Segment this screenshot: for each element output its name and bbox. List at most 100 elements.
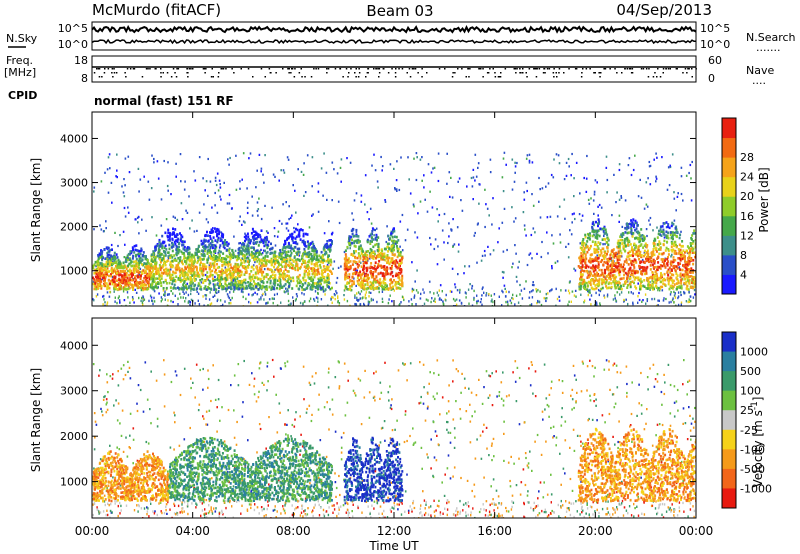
echo-sample <box>614 294 616 297</box>
echo-sample <box>248 157 250 160</box>
echo-sample <box>97 257 100 261</box>
echo-sample <box>165 218 168 221</box>
echo-sample <box>490 300 492 303</box>
echo-sample <box>374 243 377 247</box>
echo-sample <box>303 247 306 251</box>
echo-sample <box>348 239 351 243</box>
echo-sample <box>127 284 130 287</box>
echo-sample <box>278 272 281 275</box>
echo-sample <box>295 227 297 231</box>
echo-sample <box>123 276 126 279</box>
echo-sample <box>214 270 216 274</box>
echo-sample <box>186 211 189 214</box>
frequency-sample <box>365 76 367 78</box>
echo-sample <box>140 249 143 252</box>
echo-sample <box>257 208 260 211</box>
echo-sample <box>180 279 183 282</box>
echo-sample <box>649 164 652 167</box>
echo-sample <box>133 251 136 254</box>
echo-sample <box>188 256 191 259</box>
echo-sample <box>284 255 287 258</box>
echo-sample <box>153 300 156 303</box>
echo-sample <box>663 236 666 239</box>
echo-sample <box>485 292 488 295</box>
echo-sample <box>217 228 220 231</box>
echo-sample <box>284 242 287 246</box>
frequency-sample <box>187 76 189 78</box>
echo-sample <box>94 268 97 272</box>
echo-sample <box>346 157 348 160</box>
echo-sample <box>505 290 507 293</box>
echo-sample <box>289 266 291 269</box>
frequency-sample <box>394 76 397 78</box>
echo-sample <box>573 177 575 180</box>
echo-sample <box>261 239 264 242</box>
echo-sample <box>265 252 268 255</box>
echo-sample <box>211 240 214 244</box>
echo-sample <box>226 287 229 291</box>
echo-sample <box>353 250 355 253</box>
echo-sample <box>335 290 337 293</box>
echo-sample <box>392 241 395 244</box>
echo-sample <box>113 290 115 293</box>
echo-sample <box>119 301 121 304</box>
echo-sample <box>393 254 396 257</box>
echo-sample <box>632 302 634 306</box>
echo-sample <box>367 273 369 277</box>
echo-sample <box>244 247 247 251</box>
echo-sample <box>252 237 255 240</box>
echo-sample <box>475 175 478 178</box>
echo-sample <box>150 187 153 190</box>
echo-sample <box>353 234 356 238</box>
echo-sample <box>365 272 368 276</box>
echo-sample <box>241 178 243 181</box>
frequency-sample <box>387 72 390 74</box>
echo-sample <box>104 301 106 304</box>
echo-sample <box>672 248 675 251</box>
echo-sample <box>254 276 256 279</box>
echo-sample <box>113 282 116 285</box>
echo-sample <box>611 214 613 217</box>
echo-sample <box>529 304 531 306</box>
echo-sample <box>177 265 180 269</box>
echo-sample <box>351 232 354 236</box>
echo-sample <box>254 230 257 234</box>
echo-sample <box>661 289 664 292</box>
echo-sample <box>692 262 695 266</box>
echo-sample <box>150 253 153 256</box>
echo-sample <box>289 216 292 219</box>
echo-sample <box>516 280 518 283</box>
echo-sample <box>553 158 555 161</box>
echo-sample <box>331 240 333 243</box>
echo-sample <box>477 222 479 225</box>
echo-sample <box>232 269 235 272</box>
echo-sample <box>97 286 100 290</box>
echo-sample <box>103 281 106 284</box>
echo-sample <box>358 260 361 263</box>
echo-sample <box>416 156 418 159</box>
echo-sample <box>517 266 519 269</box>
echo-sample <box>240 243 243 246</box>
echo-sample <box>189 282 192 285</box>
echo-sample <box>325 244 328 247</box>
echo-sample <box>458 243 460 246</box>
echo-sample <box>272 282 275 285</box>
frequency-sample <box>149 68 151 70</box>
echo-sample <box>340 265 342 268</box>
frequency-sample <box>616 72 618 74</box>
echo-sample <box>244 221 246 224</box>
echo-sample <box>164 294 166 297</box>
echo-sample <box>391 261 394 264</box>
echo-sample <box>311 269 314 273</box>
echo-sample <box>653 158 655 161</box>
echo-sample <box>364 174 367 177</box>
echo-sample <box>390 278 392 281</box>
echo-sample <box>193 259 196 263</box>
echo-sample <box>373 277 376 281</box>
frequency-sample <box>444 68 446 70</box>
echo-sample <box>272 301 274 305</box>
echo-sample <box>259 235 262 239</box>
echo-sample <box>117 296 120 300</box>
echo-sample <box>98 252 101 256</box>
echo-sample <box>104 271 107 274</box>
